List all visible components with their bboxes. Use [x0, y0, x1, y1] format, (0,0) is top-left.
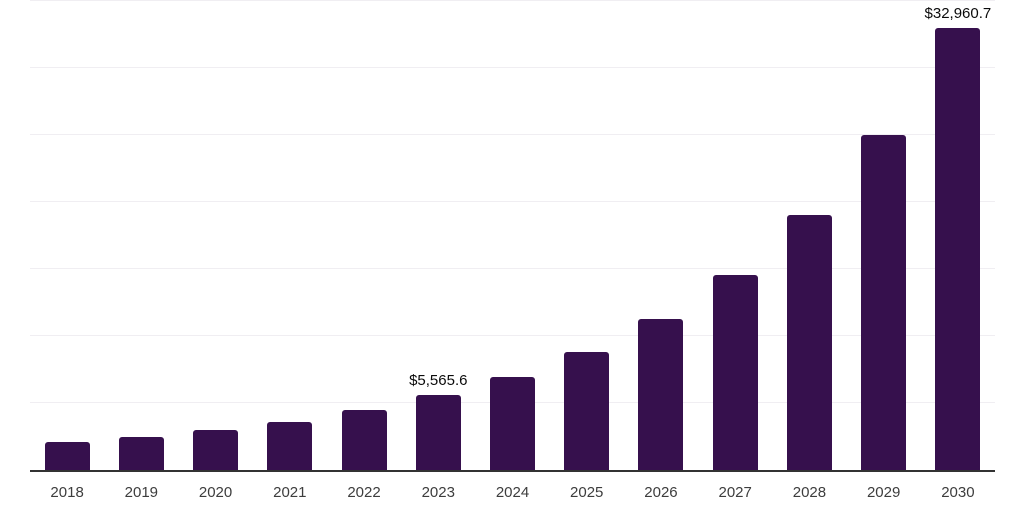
x-tick-label-2020: 2020	[198, 484, 233, 501]
bar-2021	[267, 422, 313, 470]
gridline	[30, 67, 995, 68]
bar-2023	[415, 395, 461, 470]
x-tick-label-2019: 2019	[124, 484, 159, 501]
bar-2022	[341, 409, 387, 470]
plot-area: $5,565.6 $32,960.7	[30, 0, 995, 472]
bar-value-label-2030: $32,960.7	[924, 5, 992, 23]
x-tick-label-2021: 2021	[273, 484, 307, 501]
bar-2027	[712, 275, 758, 470]
x-tick-label-2018: 2018	[50, 484, 84, 501]
gridline	[30, 0, 995, 1]
gridline	[30, 268, 995, 269]
bar-2020	[193, 429, 239, 470]
gridline	[30, 335, 995, 336]
x-tick-label-2023: 2023	[421, 484, 455, 501]
x-tick-label-2029: 2029	[866, 484, 901, 501]
bar-2028	[786, 215, 832, 470]
bar-2019	[118, 437, 164, 470]
bar-2025	[564, 351, 610, 470]
x-tick-label-2028: 2028	[792, 484, 827, 501]
bar-2029	[861, 135, 907, 470]
x-tick-label-2027: 2027	[718, 484, 752, 501]
x-tick-label-2026: 2026	[644, 484, 678, 501]
x-tick-label-2030: 2030	[941, 484, 975, 501]
x-tick-label-2024: 2024	[495, 484, 530, 501]
bar-2030	[935, 28, 981, 470]
gridline	[30, 201, 995, 202]
bar-value-label-2023: $5,565.6	[409, 372, 468, 390]
bar-2018	[44, 442, 90, 470]
gridline	[30, 134, 995, 135]
x-tick-label-2022: 2022	[347, 484, 381, 501]
bar-2026	[638, 318, 684, 470]
x-tick-label-2025: 2025	[570, 484, 604, 501]
bar-2024	[490, 377, 535, 470]
